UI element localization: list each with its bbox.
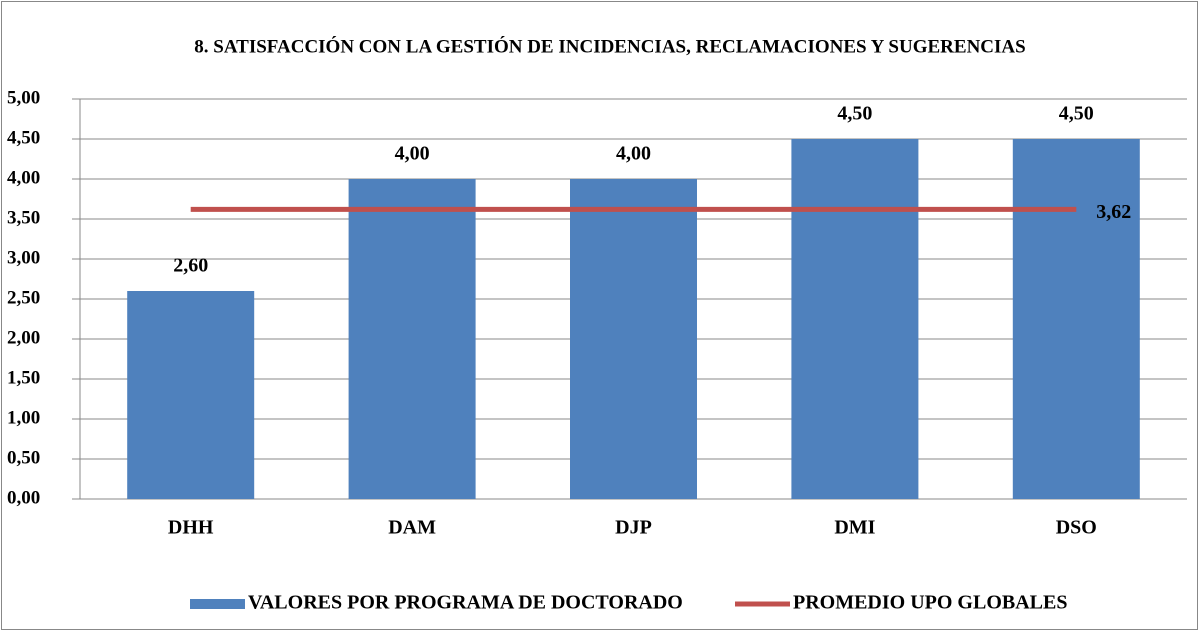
y-tick-label: 3,50 bbox=[7, 207, 40, 228]
data-label: 2,60 bbox=[173, 255, 208, 277]
data-label: 4,00 bbox=[395, 143, 430, 165]
x-tick-label: DAM bbox=[388, 517, 436, 539]
y-tick-label: 0,00 bbox=[7, 487, 40, 508]
y-tick-label: 2,50 bbox=[7, 287, 40, 308]
y-tick-label: 4,00 bbox=[7, 167, 40, 188]
x-tick-label: DMI bbox=[834, 517, 875, 539]
chart-title: 8. SATISFACCIÓN CON LA GESTIÓN DE INCIDE… bbox=[194, 35, 1025, 57]
bar bbox=[127, 291, 255, 499]
legend-swatch bbox=[190, 599, 245, 609]
y-tick-label: 1,00 bbox=[7, 407, 40, 428]
bar bbox=[791, 139, 919, 499]
data-label: 4,00 bbox=[616, 143, 651, 165]
y-tick-label: 2,00 bbox=[7, 327, 40, 348]
y-tick-label: 3,00 bbox=[7, 247, 40, 268]
y-tick-label: 0,50 bbox=[7, 447, 40, 468]
y-tick-label: 1,50 bbox=[7, 367, 40, 388]
legend-label: VALORES POR PROGRAMA DE DOCTORADO bbox=[248, 592, 683, 614]
y-tick-label: 5,00 bbox=[7, 87, 40, 108]
data-label: 4,50 bbox=[837, 103, 872, 125]
data-label: 4,50 bbox=[1059, 103, 1094, 125]
legend-label: PROMEDIO UPO GLOBALES bbox=[793, 592, 1067, 614]
data-label: 3,62 bbox=[1096, 201, 1131, 223]
bar bbox=[1012, 139, 1140, 499]
x-tick-label: DHH bbox=[168, 517, 214, 539]
bar bbox=[348, 179, 476, 499]
x-tick-label: DJP bbox=[615, 517, 652, 539]
y-tick-label: 4,50 bbox=[7, 127, 40, 148]
bar bbox=[570, 179, 697, 499]
x-tick-label: DSO bbox=[1056, 517, 1097, 539]
